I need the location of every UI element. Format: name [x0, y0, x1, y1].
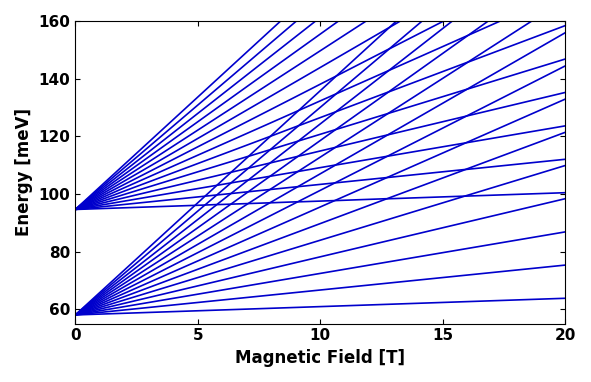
X-axis label: Magnetic Field [T]: Magnetic Field [T]	[235, 349, 405, 367]
Y-axis label: Energy [meV]: Energy [meV]	[15, 108, 33, 236]
